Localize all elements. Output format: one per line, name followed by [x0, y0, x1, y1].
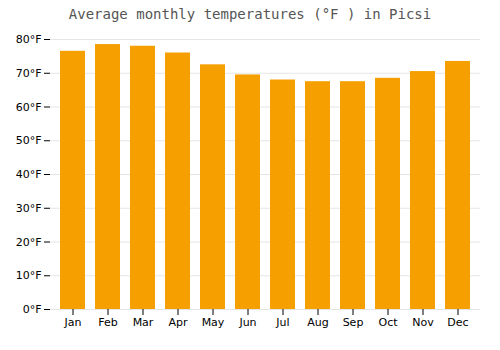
svg-text:0°F: 0°F [23, 303, 42, 316]
svg-text:Sep: Sep [343, 316, 364, 329]
svg-text:May: May [202, 316, 225, 329]
svg-text:50°F: 50°F [16, 134, 42, 147]
svg-text:Feb: Feb [98, 316, 117, 329]
svg-text:10°F: 10°F [16, 269, 42, 282]
svg-text:30°F: 30°F [16, 202, 42, 215]
svg-text:Dec: Dec [447, 316, 468, 329]
svg-text:Jun: Jun [238, 316, 256, 329]
html-text:Average monthly temperatures (: Average monthly temperatures (°F ) in Pi… [68, 6, 432, 22]
svg-text:40°F: 40°F [16, 168, 42, 181]
svg-text:20°F: 20°F [16, 236, 42, 249]
svg-text:Jul: Jul [275, 316, 289, 329]
svg-text:Nov: Nov [412, 316, 434, 329]
svg-text:Mar: Mar [133, 316, 154, 329]
svg-text:Jan: Jan [64, 316, 82, 329]
svg-text:Aug: Aug [307, 316, 328, 329]
svg-text:80°F: 80°F [16, 33, 42, 46]
svg-text:60°F: 60°F [16, 101, 42, 114]
svg-text:Apr: Apr [168, 316, 188, 329]
svg-text:70°F: 70°F [16, 67, 42, 80]
svg-text:Oct: Oct [378, 316, 398, 329]
